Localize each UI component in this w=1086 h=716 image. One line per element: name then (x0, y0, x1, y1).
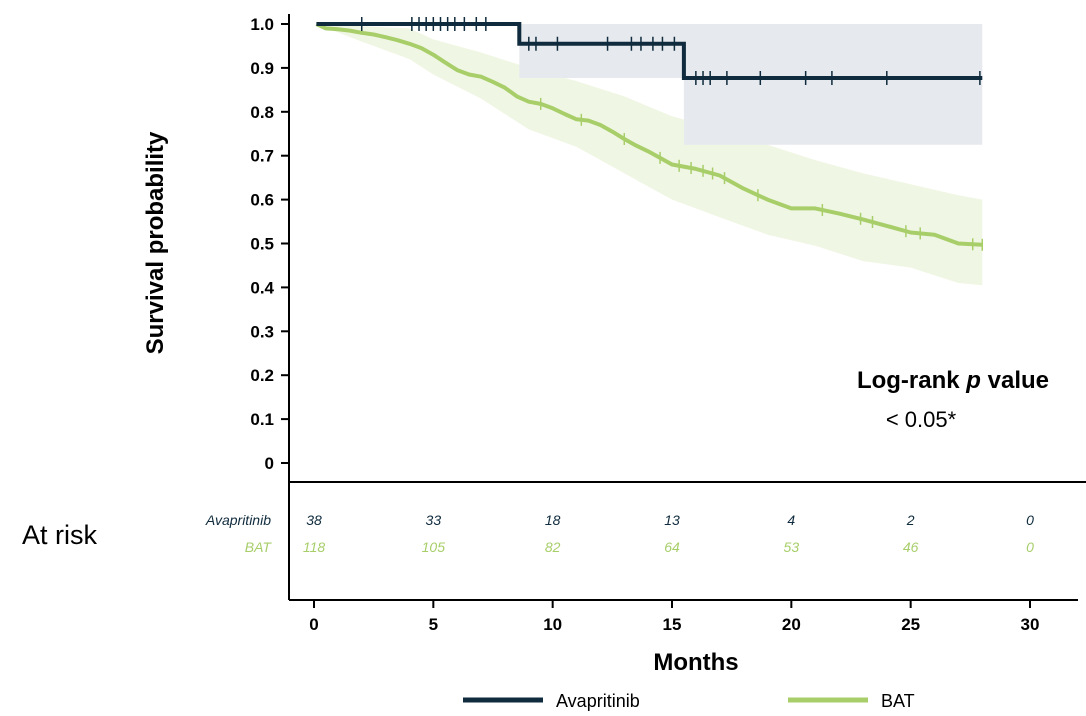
x-tick-label: 5 (429, 615, 438, 634)
y-axis-label: Survival probability (142, 131, 169, 354)
at-risk-value: 2 (906, 512, 915, 528)
at-risk-row-name: BAT (245, 539, 273, 555)
at-risk-value: 4 (787, 512, 795, 528)
y-tick-label: 0.4 (250, 278, 274, 297)
at-risk-value: 46 (903, 539, 919, 555)
confidence-bands (316, 24, 983, 286)
y-tick-label: 0.7 (250, 147, 274, 166)
legend-label-avapritinib: Avapritinib (556, 691, 640, 711)
x-axis-label: Months (653, 649, 738, 676)
x-tick-label: 15 (663, 615, 682, 634)
at-risk-value: 0 (1026, 539, 1034, 555)
x-tick-label: 25 (901, 615, 920, 634)
ci-band-bat (316, 24, 983, 286)
x-tick-label: 10 (543, 615, 562, 634)
tick-labels: 00.10.20.30.40.50.60.70.80.91.00 5 10 15 20 2… (250, 15, 1039, 634)
y-tick-label: 1.0 (250, 15, 274, 34)
at-risk-value: 33 (426, 512, 442, 528)
y-tick-label: 0.5 (250, 235, 274, 254)
y-tick-label: 0.9 (250, 59, 274, 78)
at-risk-table: Avapritinib 38 33 18 13 4 2 0 BAT 118 105 82 64 53 46 0 (205, 512, 1034, 555)
annotation-value: < 0.05* (886, 407, 957, 432)
at-risk-title: At risk (22, 520, 98, 550)
annotation-title: Log-rank p value (857, 367, 1049, 394)
at-risk-value: 105 (422, 539, 446, 555)
at-risk-value: 64 (664, 539, 680, 555)
at-risk-value: 13 (664, 512, 680, 528)
axes (281, 14, 1086, 608)
legend-label-bat: BAT (881, 691, 915, 711)
y-tick-label: 0.1 (250, 410, 274, 429)
at-risk-value: 0 (1026, 512, 1034, 528)
y-tick-label: 0.6 (250, 191, 274, 210)
y-tick-label: 0.3 (250, 322, 274, 341)
at-risk-row-name: Avapritinib (205, 512, 271, 528)
y-tick-label: 0.8 (250, 103, 274, 122)
log-rank-annotation: Log-rank p value < 0.05* (857, 367, 1049, 432)
legend: Avapritinib BAT (463, 691, 915, 711)
y-tick-label: 0.2 (250, 366, 274, 385)
at-risk-value: 53 (784, 539, 800, 555)
at-risk-value: 82 (545, 539, 561, 555)
ci-band-avapritinib (519, 24, 983, 145)
x-tick-label: 0 (309, 615, 318, 634)
x-tick-label: 20 (782, 615, 801, 634)
x-tick-label: 30 (1021, 615, 1040, 634)
y-tick-label: 0 (265, 454, 274, 473)
at-risk-value: 118 (303, 539, 326, 555)
curve-bat (315, 22, 983, 247)
at-risk-value: 38 (306, 512, 322, 528)
censor-marks (360, 17, 984, 251)
at-risk-value: 18 (545, 512, 561, 528)
